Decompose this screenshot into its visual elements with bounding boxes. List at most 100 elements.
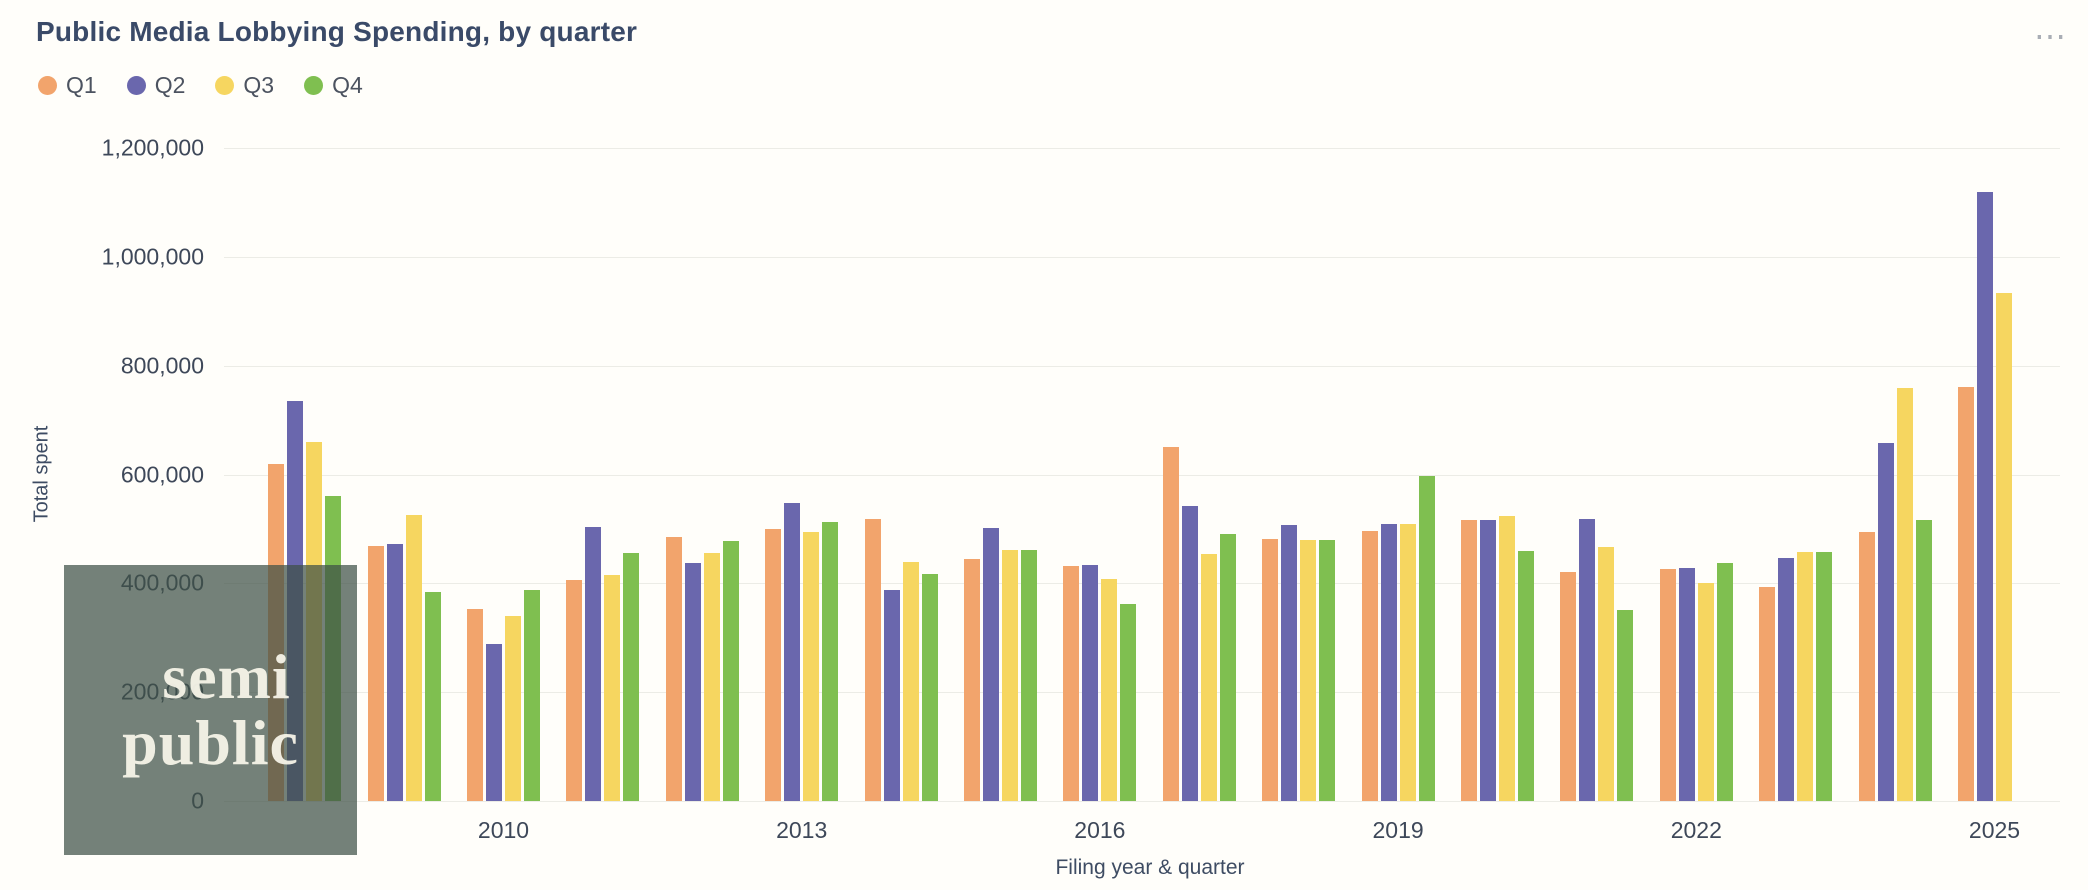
bar-q3-2020[interactable] (1499, 515, 1515, 801)
bar-q3-2021[interactable] (1598, 547, 1615, 801)
y-axis-tick: 800,000 (120, 352, 204, 379)
bar-q4-2020[interactable] (1518, 551, 1534, 801)
bar-q1-2011[interactable] (566, 580, 583, 801)
x-axis-tick: 2010 (477, 817, 530, 843)
x-axis-tick: 2013 (776, 817, 828, 843)
bar-q3-2012[interactable] (703, 552, 720, 801)
bar-q1-2022[interactable] (1659, 568, 1676, 801)
legend-dot-q2 (126, 76, 146, 95)
watermark-line-2: public (122, 707, 299, 778)
bar-q2-2016[interactable] (1082, 565, 1099, 801)
bar-q4-2011[interactable] (623, 552, 640, 801)
bar-q2-2010[interactable] (486, 644, 502, 801)
y-axis-tick: 600,000 (120, 461, 204, 487)
bar-q1-2021[interactable] (1560, 571, 1577, 801)
legend-dot-q1 (38, 76, 57, 95)
bar-q3-2024[interactable] (1896, 387, 1913, 801)
bar-q3-2016[interactable] (1101, 578, 1118, 801)
legend-label: Q1 (66, 72, 97, 98)
bar-q3-2025[interactable] (1996, 293, 2012, 801)
bar-q2-2022[interactable] (1678, 567, 1695, 801)
bar-q2-2013[interactable] (784, 502, 801, 801)
legend-item-q4[interactable]: Q4 (304, 72, 363, 99)
x-axis-title: Filing year & quarter (1055, 856, 1245, 879)
legend-item-q1[interactable]: Q1 (38, 72, 97, 99)
bar-q4-2018[interactable] (1319, 540, 1336, 801)
y-axis-tick: 1,200,000 (101, 134, 204, 161)
bar-q1-2016[interactable] (1063, 566, 1080, 801)
legend-label: Q3 (243, 72, 275, 98)
bar-q2-2011[interactable] (585, 527, 602, 801)
bar-q1-2020[interactable] (1461, 519, 1477, 801)
bar-q4-2009[interactable] (424, 592, 441, 801)
bar-q1-2025[interactable] (1958, 387, 1974, 801)
gridline (224, 474, 2060, 476)
x-axis-tick: 2019 (1372, 817, 1424, 843)
bar-q4-2015[interactable] (1021, 550, 1037, 801)
bar-q2-2014[interactable] (883, 589, 900, 801)
gridline (224, 692, 2060, 694)
legend-item-q3[interactable]: Q3 (215, 72, 274, 99)
bar-q3-2014[interactable] (902, 561, 919, 801)
bar-q2-2015[interactable] (983, 527, 999, 801)
legend-label: Q2 (154, 72, 186, 98)
bar-q3-2015[interactable] (1002, 550, 1018, 801)
bar-q3-2022[interactable] (1697, 583, 1714, 801)
bar-q3-2023[interactable] (1797, 552, 1814, 801)
bar-q3-2010[interactable] (505, 615, 521, 801)
bar-q2-2024[interactable] (1877, 443, 1894, 801)
bar-q4-2024[interactable] (1915, 519, 1932, 801)
bar-q2-2021[interactable] (1579, 518, 1596, 801)
bar-q4-2023[interactable] (1816, 552, 1833, 801)
more-options-icon[interactable]: ⋯ (2034, 18, 2068, 54)
bar-q3-2011[interactable] (604, 574, 621, 801)
bar-q1-2019[interactable] (1361, 530, 1378, 801)
bar-q2-2025[interactable] (1977, 191, 1993, 801)
gridline (224, 801, 2060, 802)
bar-q2-2009[interactable] (386, 544, 403, 801)
bar-q1-2018[interactable] (1262, 539, 1279, 801)
bar-q3-2017[interactable] (1200, 554, 1217, 801)
bar-q1-2015[interactable] (964, 559, 980, 801)
bar-q2-2018[interactable] (1281, 525, 1298, 801)
gridline (224, 583, 2060, 585)
bar-q3-2019[interactable] (1399, 524, 1416, 801)
bar-q4-2012[interactable] (722, 540, 739, 801)
bar-q4-2014[interactable] (921, 574, 938, 801)
legend-item-q2[interactable]: Q2 (126, 72, 186, 99)
bar-q4-2017[interactable] (1219, 533, 1236, 801)
bar-q1-2023[interactable] (1759, 586, 1776, 801)
bar-q1-2024[interactable] (1858, 532, 1875, 801)
gridline (224, 256, 2060, 258)
bar-q4-2021[interactable] (1617, 609, 1634, 801)
x-axis-tick: 2016 (1074, 817, 1126, 843)
bar-q1-2009[interactable] (367, 546, 384, 801)
bar-q1-2010[interactable] (467, 609, 483, 801)
bar-q2-2012[interactable] (684, 562, 701, 801)
legend: Q1 Q2 Q3 Q4 (38, 72, 363, 99)
bar-q1-2013[interactable] (765, 528, 782, 801)
bar-q2-2019[interactable] (1380, 524, 1397, 801)
bar-q4-2019[interactable] (1418, 476, 1435, 801)
bar-q1-2017[interactable] (1162, 447, 1179, 801)
chart-title: Public Media Lobbying Spending, by quart… (36, 16, 638, 47)
bar-q1-2012[interactable] (665, 536, 682, 801)
bar-q4-2022[interactable] (1716, 563, 1733, 801)
watermark-line-1: semi (162, 641, 291, 712)
bar-q2-2023[interactable] (1778, 557, 1795, 801)
gridline (224, 365, 2060, 367)
legend-dot-q3 (215, 76, 235, 95)
bar-q4-2010[interactable] (524, 589, 540, 801)
bar-q4-2013[interactable] (822, 522, 839, 801)
x-axis-tick: 2022 (1670, 817, 1722, 843)
bar-q4-2016[interactable] (1120, 604, 1137, 801)
bar-q2-2020[interactable] (1480, 519, 1496, 801)
bar-q1-2014[interactable] (864, 519, 881, 801)
bar-q2-2017[interactable] (1181, 506, 1198, 801)
watermark: semi public (64, 565, 357, 855)
bar-q3-2018[interactable] (1300, 540, 1317, 801)
y-axis-tick: 1,000,000 (101, 243, 204, 270)
bar-q3-2013[interactable] (803, 532, 820, 801)
bar-q3-2009[interactable] (405, 515, 422, 801)
